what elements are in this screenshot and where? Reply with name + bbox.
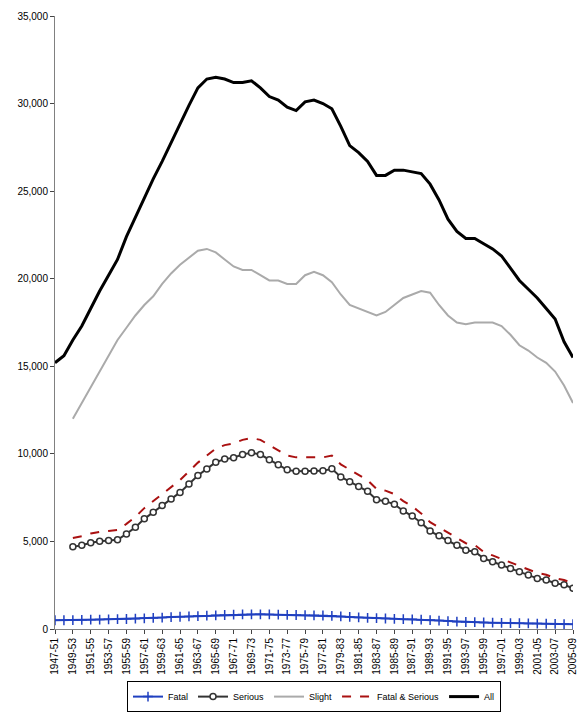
svg-text:1975-79: 1975-79	[299, 638, 310, 675]
svg-text:1965-69: 1965-69	[210, 638, 221, 675]
svg-text:20,000: 20,000	[17, 273, 48, 284]
svg-text:1951-55: 1951-55	[85, 638, 96, 675]
svg-text:Serious: Serious	[233, 692, 264, 702]
svg-text:1967-71: 1967-71	[228, 638, 239, 675]
svg-text:1987-91: 1987-91	[406, 638, 417, 675]
svg-text:35,000: 35,000	[17, 11, 48, 22]
svg-text:1963-67: 1963-67	[192, 638, 203, 675]
svg-text:1955-59: 1955-59	[121, 638, 132, 675]
svg-text:All: All	[484, 692, 494, 702]
svg-text:1947-51: 1947-51	[49, 638, 60, 675]
svg-text:1995-99: 1995-99	[478, 638, 489, 675]
svg-text:1957-61: 1957-61	[139, 638, 150, 675]
svg-text:15,000: 15,000	[17, 361, 48, 372]
svg-text:2003-07: 2003-07	[549, 638, 560, 675]
svg-text:10,000: 10,000	[17, 448, 48, 459]
svg-text:0: 0	[42, 624, 48, 635]
svg-text:1993-97: 1993-97	[460, 638, 471, 675]
svg-text:2005-09: 2005-09	[567, 638, 578, 675]
svg-text:1991-95: 1991-95	[442, 638, 453, 675]
svg-text:1981-85: 1981-85	[353, 638, 364, 675]
svg-text:1999-03: 1999-03	[514, 638, 525, 675]
svg-text:1961-65: 1961-65	[174, 638, 185, 675]
svg-text:Fatal: Fatal	[168, 692, 188, 702]
svg-text:5,000: 5,000	[23, 536, 48, 547]
svg-text:1949-53: 1949-53	[67, 638, 78, 675]
svg-text:1959-63: 1959-63	[156, 638, 167, 675]
svg-text:1979-83: 1979-83	[335, 638, 346, 675]
svg-text:Slight: Slight	[309, 692, 332, 702]
svg-text:1953-57: 1953-57	[103, 638, 114, 675]
svg-text:1977-81: 1977-81	[317, 638, 328, 675]
svg-text:1971-75: 1971-75	[264, 638, 275, 675]
svg-text:1997-01: 1997-01	[496, 638, 507, 675]
svg-text:25,000: 25,000	[17, 186, 48, 197]
svg-text:1985-89: 1985-89	[389, 638, 400, 675]
svg-text:1969-73: 1969-73	[246, 638, 257, 675]
svg-text:1983-87: 1983-87	[371, 638, 382, 675]
svg-text:30,000: 30,000	[17, 98, 48, 109]
svg-text:1989-93: 1989-93	[424, 638, 435, 675]
svg-text:2001-05: 2001-05	[532, 638, 543, 675]
svg-text:1973-77: 1973-77	[281, 638, 292, 675]
svg-text:Fatal & Serious: Fatal & Serious	[377, 692, 439, 702]
